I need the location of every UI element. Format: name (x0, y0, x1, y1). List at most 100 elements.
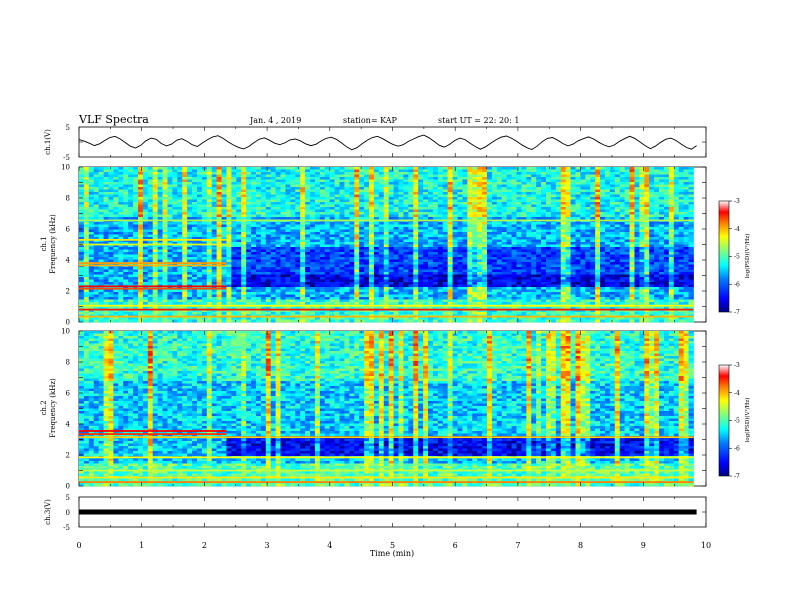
spectrogram-cell (88, 212, 95, 215)
spectrogram-cell (428, 172, 434, 175)
spectrogram-cell (324, 199, 331, 203)
spectrogram-cell (393, 207, 399, 210)
spectrogram-cell (246, 224, 252, 228)
spectrogram-cell (432, 302, 439, 305)
spectrogram-cell (457, 319, 463, 323)
spectrogram-cell (123, 197, 129, 200)
spectrogram-cell (152, 207, 159, 210)
spectrogram-cell (123, 169, 129, 173)
spectrogram-cell (221, 294, 227, 298)
spectrogram-cell (226, 192, 232, 195)
spectrogram-cell (113, 302, 119, 305)
spectrogram-cell (364, 222, 370, 225)
spectrogram-cell (182, 297, 188, 300)
spectrogram-cell (182, 209, 188, 213)
spectrogram-cell (290, 169, 296, 173)
spectrogram-cell (310, 197, 316, 200)
spectrogram-cell (393, 262, 399, 265)
spectrogram-cell (319, 224, 326, 228)
spectrogram-cell (300, 277, 306, 280)
spectrogram-cell (324, 249, 331, 253)
spectrogram-cell (319, 212, 326, 215)
spectrogram-cell (83, 184, 90, 188)
spectrogram-cell (393, 194, 399, 198)
spectrogram-cell (393, 187, 399, 190)
spectrogram-cell (177, 189, 183, 193)
spectrogram-cell (113, 177, 119, 180)
spectrogram-cell (452, 234, 458, 238)
spectrogram-cell (467, 217, 473, 220)
spectrogram-cell (398, 239, 404, 243)
spectrogram-cell (369, 282, 375, 285)
spectrogram-cell (192, 179, 198, 183)
spectrogram-cell (349, 179, 355, 183)
spectrogram-cell (142, 294, 149, 298)
spectrogram-cell (79, 194, 85, 198)
spectrogram-cell (275, 214, 281, 218)
spectrogram-cell (344, 234, 350, 238)
spectrogram-cell (83, 169, 90, 173)
spectrogram-cell (383, 289, 390, 293)
spectrogram-cell (290, 267, 296, 270)
spectrogram-cell (231, 197, 237, 200)
spectrogram-cell (265, 167, 272, 170)
spectrogram-cell (364, 257, 370, 260)
spectrogram-cell (432, 262, 439, 265)
spectrogram-cell (221, 234, 227, 238)
spectrogram-cell (280, 259, 286, 263)
spectrogram-cell (452, 207, 458, 210)
spectrogram-cell (123, 297, 129, 300)
spectrogram-cell (177, 299, 183, 303)
spectrogram-cell (241, 319, 247, 323)
spectrogram-cell (408, 269, 414, 273)
spectrogram-cell (334, 227, 340, 230)
spectrogram-cell (408, 224, 414, 228)
spectrogram-cell (211, 214, 218, 218)
spectrogram-cell (118, 269, 124, 273)
spectrogram-cell (123, 227, 129, 230)
spectrogram-cell (334, 184, 340, 188)
spectrogram-cell (300, 187, 306, 190)
spectrogram-cell (182, 234, 188, 238)
spectrogram-cell (462, 267, 468, 270)
spectrogram-cell (118, 299, 124, 303)
spectrogram-cell (108, 299, 114, 303)
spectrogram-cell (192, 207, 198, 210)
spectrogram-cell (378, 239, 385, 243)
spectrogram-cell (428, 209, 434, 213)
spectrogram-cell (344, 277, 350, 280)
spectrogram-cell (280, 187, 286, 190)
spectrogram-cell (437, 227, 444, 230)
spectrogram-cell (369, 214, 375, 218)
spectrogram-cell (192, 172, 198, 175)
spectrogram-cell (369, 207, 375, 210)
spectrogram-cell (177, 247, 183, 250)
spectrogram-cell (251, 274, 257, 278)
spectrogram-cell (172, 184, 178, 188)
spectrogram-cell (133, 277, 139, 280)
spectrogram-cell (280, 239, 286, 243)
spectrogram-cell (147, 209, 154, 213)
spectrogram-cell (393, 239, 399, 243)
spectrogram-cell (457, 192, 463, 195)
spectrogram-cell (133, 174, 139, 178)
spectrogram-cell (305, 184, 311, 188)
spectrogram-cell (437, 187, 444, 190)
spectrogram-cell (108, 192, 114, 195)
spectrogram-cell (221, 167, 227, 170)
spectrogram-cell (182, 232, 188, 235)
spectrogram-cell (211, 267, 218, 270)
spectrogram-cell (251, 207, 257, 210)
spectrogram-cell (314, 234, 321, 238)
spectrogram-cell (349, 224, 355, 228)
spectrogram-cell (295, 199, 301, 203)
spectrogram-cell (398, 244, 404, 248)
spectrogram-cell (196, 234, 203, 238)
spectrogram-cell (285, 297, 291, 300)
spectrogram-cell (324, 272, 331, 275)
spectrogram-cell (83, 259, 90, 263)
spectrogram-cell (275, 179, 281, 183)
spectrogram-cell (437, 237, 444, 240)
spectrogram-cell (437, 287, 444, 290)
spectrogram-cell (398, 169, 404, 173)
